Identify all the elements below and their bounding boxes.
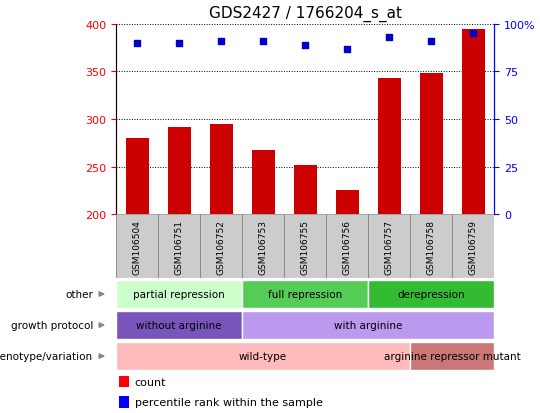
Point: [133, 40, 141, 47]
Text: GSM106757: GSM106757: [384, 220, 394, 275]
Bar: [410, 215, 452, 279]
Text: GSM106759: GSM106759: [469, 220, 477, 275]
Text: GSM106753: GSM106753: [259, 220, 268, 275]
Bar: [294, 165, 316, 215]
Point: [217, 38, 225, 45]
Text: with arginine: with arginine: [334, 320, 402, 330]
Text: percentile rank within the sample: percentile rank within the sample: [134, 397, 322, 407]
Text: full repression: full repression: [268, 289, 342, 299]
Bar: [252, 150, 275, 215]
Text: count: count: [134, 377, 166, 387]
Bar: [210, 125, 233, 215]
Bar: [452, 215, 494, 279]
Point: [385, 35, 394, 41]
Bar: [242, 215, 284, 279]
Text: without arginine: without arginine: [136, 320, 222, 330]
Text: GSM106752: GSM106752: [217, 220, 226, 275]
Title: GDS2427 / 1766204_s_at: GDS2427 / 1766204_s_at: [208, 6, 402, 22]
Point: [469, 31, 477, 38]
Text: partial repression: partial repression: [133, 289, 225, 299]
Bar: [462, 30, 485, 215]
Point: [343, 46, 352, 53]
Bar: [116, 215, 158, 279]
Bar: [116, 342, 410, 370]
Bar: [326, 215, 368, 279]
Point: [301, 43, 309, 49]
Text: GSM106755: GSM106755: [301, 220, 309, 275]
Bar: [200, 215, 242, 279]
Bar: [125, 139, 148, 215]
Point: [175, 40, 184, 47]
Bar: [119, 396, 130, 408]
Bar: [368, 215, 410, 279]
Bar: [368, 280, 494, 309]
Text: genotype/variation: genotype/variation: [0, 351, 93, 361]
Bar: [377, 79, 401, 215]
Text: wild-type: wild-type: [239, 351, 287, 361]
Text: derepression: derepression: [397, 289, 465, 299]
Bar: [116, 280, 242, 309]
Bar: [335, 190, 359, 215]
Bar: [410, 342, 494, 370]
Point: [259, 38, 267, 45]
Bar: [420, 74, 443, 215]
Bar: [284, 215, 326, 279]
Bar: [158, 215, 200, 279]
Text: other: other: [65, 289, 93, 299]
Bar: [242, 280, 368, 309]
Text: GSM106758: GSM106758: [427, 220, 436, 275]
Text: growth protocol: growth protocol: [10, 320, 93, 330]
Bar: [116, 311, 242, 339]
Bar: [242, 311, 494, 339]
Point: [427, 38, 435, 45]
Bar: [167, 127, 191, 215]
Text: GSM106756: GSM106756: [342, 220, 352, 275]
Text: GSM106504: GSM106504: [133, 220, 141, 275]
Text: arginine repressor mutant: arginine repressor mutant: [384, 351, 521, 361]
Bar: [119, 376, 130, 387]
Text: GSM106751: GSM106751: [174, 220, 184, 275]
